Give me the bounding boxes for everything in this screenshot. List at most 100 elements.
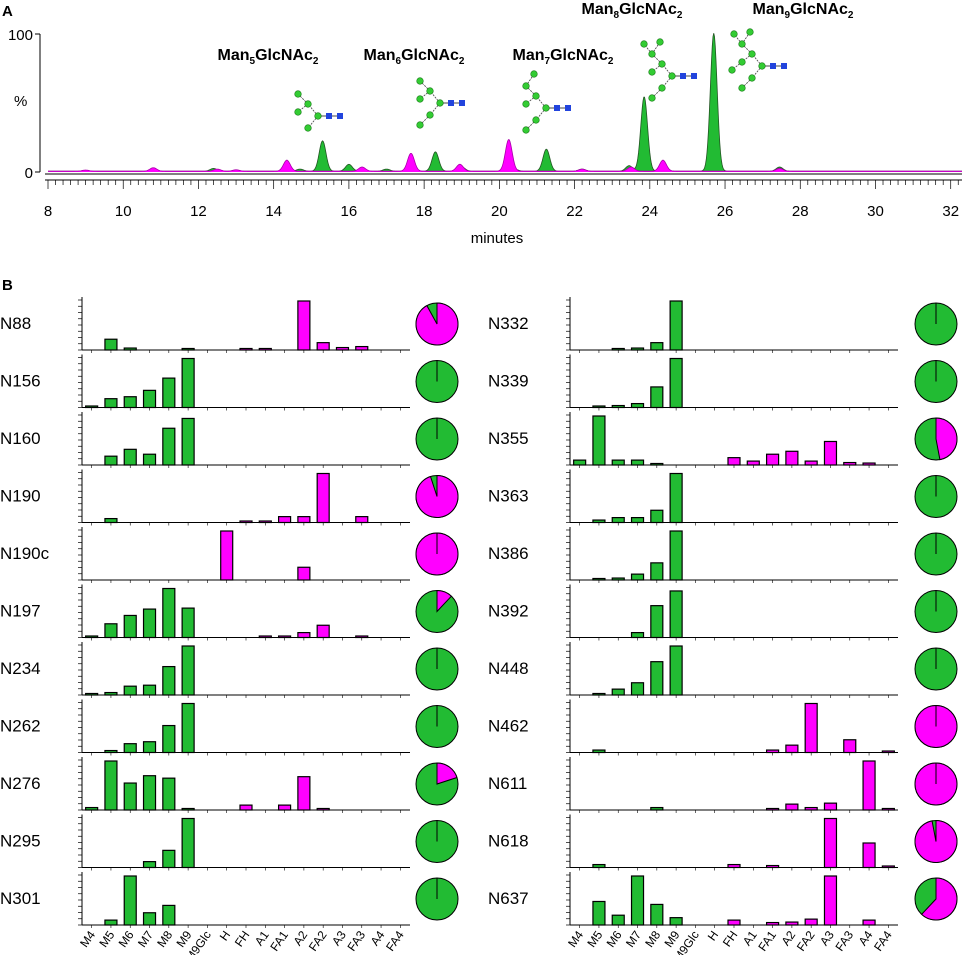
bar-fh bbox=[727, 863, 741, 869]
site-row: N386 bbox=[488, 527, 958, 583]
bar-m7 bbox=[142, 453, 157, 466]
panel-a-label: A bbox=[2, 3, 13, 20]
glycan-bond bbox=[419, 114, 431, 126]
glcnac-icon bbox=[448, 100, 454, 106]
bar-m6 bbox=[611, 404, 625, 409]
glcnac-icon bbox=[680, 73, 686, 79]
peak-label-part: Man bbox=[753, 1, 785, 18]
mannose-icon bbox=[668, 72, 676, 80]
bar-fa1 bbox=[277, 635, 292, 639]
site-label: N392 bbox=[488, 602, 529, 621]
category-label: FA3 bbox=[345, 928, 369, 954]
bar-m6 bbox=[611, 688, 625, 696]
bar-m9 bbox=[669, 357, 683, 409]
bar-m8 bbox=[162, 724, 176, 754]
mannose-icon bbox=[294, 90, 302, 98]
bar-m5 bbox=[104, 398, 118, 409]
bar-m5 bbox=[104, 691, 118, 696]
mannose-icon bbox=[416, 77, 424, 85]
site-label: N448 bbox=[488, 659, 529, 678]
x-tick-label: 22 bbox=[566, 203, 583, 220]
bar-m9 bbox=[181, 817, 195, 869]
bar-m4 bbox=[573, 459, 587, 466]
site-row: N295 bbox=[0, 814, 459, 871]
bar-m6 bbox=[123, 782, 137, 811]
category-label: FA1 bbox=[755, 928, 779, 954]
site-row: N262 bbox=[0, 699, 459, 756]
bar-m5 bbox=[104, 749, 118, 754]
x-tick-label: 24 bbox=[641, 203, 658, 220]
trace-line-green bbox=[48, 33, 962, 172]
peak-label-subscript: 7 bbox=[545, 56, 551, 67]
bar-m5 bbox=[104, 455, 118, 466]
peak-label-subscript: 2 bbox=[459, 56, 465, 67]
bar-m6 bbox=[611, 577, 625, 581]
bar-fh bbox=[239, 804, 253, 811]
peak-label: Man9GlcNAc2 bbox=[753, 1, 854, 21]
mannose-icon bbox=[658, 60, 666, 68]
bar-m4 bbox=[85, 405, 99, 409]
mannose-icon bbox=[738, 40, 746, 48]
mannose-icon bbox=[746, 28, 754, 36]
mannose-icon bbox=[730, 30, 738, 38]
bar-m7 bbox=[142, 912, 157, 926]
bar-a4 bbox=[862, 760, 876, 811]
glcnac-icon bbox=[781, 63, 787, 69]
bar-m6 bbox=[123, 614, 137, 639]
bar-m8 bbox=[162, 377, 176, 409]
site-row: N363 bbox=[488, 469, 958, 526]
mannose-icon bbox=[416, 121, 424, 129]
bar-m6 bbox=[611, 914, 625, 926]
bar-m6 bbox=[611, 516, 625, 524]
glcnac-icon bbox=[326, 113, 332, 119]
category-label: M4 bbox=[565, 928, 586, 950]
site-label: N301 bbox=[0, 889, 41, 908]
bar-m6 bbox=[611, 459, 625, 466]
bar-m8 bbox=[162, 587, 176, 639]
category-label: FA1 bbox=[267, 928, 291, 954]
category-label: M6 bbox=[116, 928, 137, 950]
bar-a2 bbox=[785, 744, 799, 754]
mannose-icon bbox=[738, 58, 746, 66]
glcnac-icon bbox=[337, 113, 343, 119]
bar-fa3 bbox=[355, 345, 369, 351]
bar-a2 bbox=[785, 921, 799, 926]
mannose-icon bbox=[522, 100, 530, 108]
bar-m7 bbox=[142, 684, 157, 696]
category-label: M6 bbox=[604, 928, 625, 950]
category-label: FH bbox=[232, 928, 253, 949]
mannose-icon bbox=[522, 126, 530, 134]
bar-m5 bbox=[592, 577, 606, 581]
peak-label: Man7GlcNAc2 bbox=[513, 47, 614, 67]
category-label: M8 bbox=[642, 928, 663, 950]
mannose-icon bbox=[532, 116, 540, 124]
peak-label-part: GlcNAc bbox=[255, 47, 313, 64]
glycan-man7-icon bbox=[522, 70, 571, 134]
category-label: H bbox=[217, 928, 233, 943]
bar-m5 bbox=[104, 338, 118, 351]
site-row: N448 bbox=[488, 642, 958, 698]
site-row: N197 bbox=[0, 584, 459, 641]
site-bars-right: N332 N339 N355 N363 N386 N392 N448 N462 N611 N618… bbox=[488, 297, 958, 955]
bar-m6 bbox=[123, 685, 137, 696]
glycan-bond bbox=[297, 93, 309, 105]
mannose-icon bbox=[522, 82, 530, 90]
glycan-bond bbox=[525, 119, 537, 131]
x-tick-label: 32 bbox=[942, 203, 959, 220]
bar-a3 bbox=[823, 440, 838, 466]
bar-m4 bbox=[85, 692, 99, 696]
x-tick-label: 26 bbox=[717, 203, 734, 220]
bar-fa1 bbox=[765, 864, 780, 869]
mannose-icon bbox=[648, 68, 656, 76]
bar-a2 bbox=[297, 776, 311, 811]
bar-m8 bbox=[650, 562, 664, 581]
mannose-icon bbox=[728, 66, 736, 74]
mannose-icon bbox=[416, 95, 424, 103]
mannose-icon bbox=[542, 104, 550, 112]
bar-m7 bbox=[630, 875, 645, 926]
site-row: N301 bbox=[0, 872, 459, 928]
bar-m4 bbox=[85, 635, 99, 639]
bar-m7 bbox=[630, 682, 645, 696]
bar-m5 bbox=[592, 692, 606, 696]
category-label: M7 bbox=[623, 928, 644, 950]
